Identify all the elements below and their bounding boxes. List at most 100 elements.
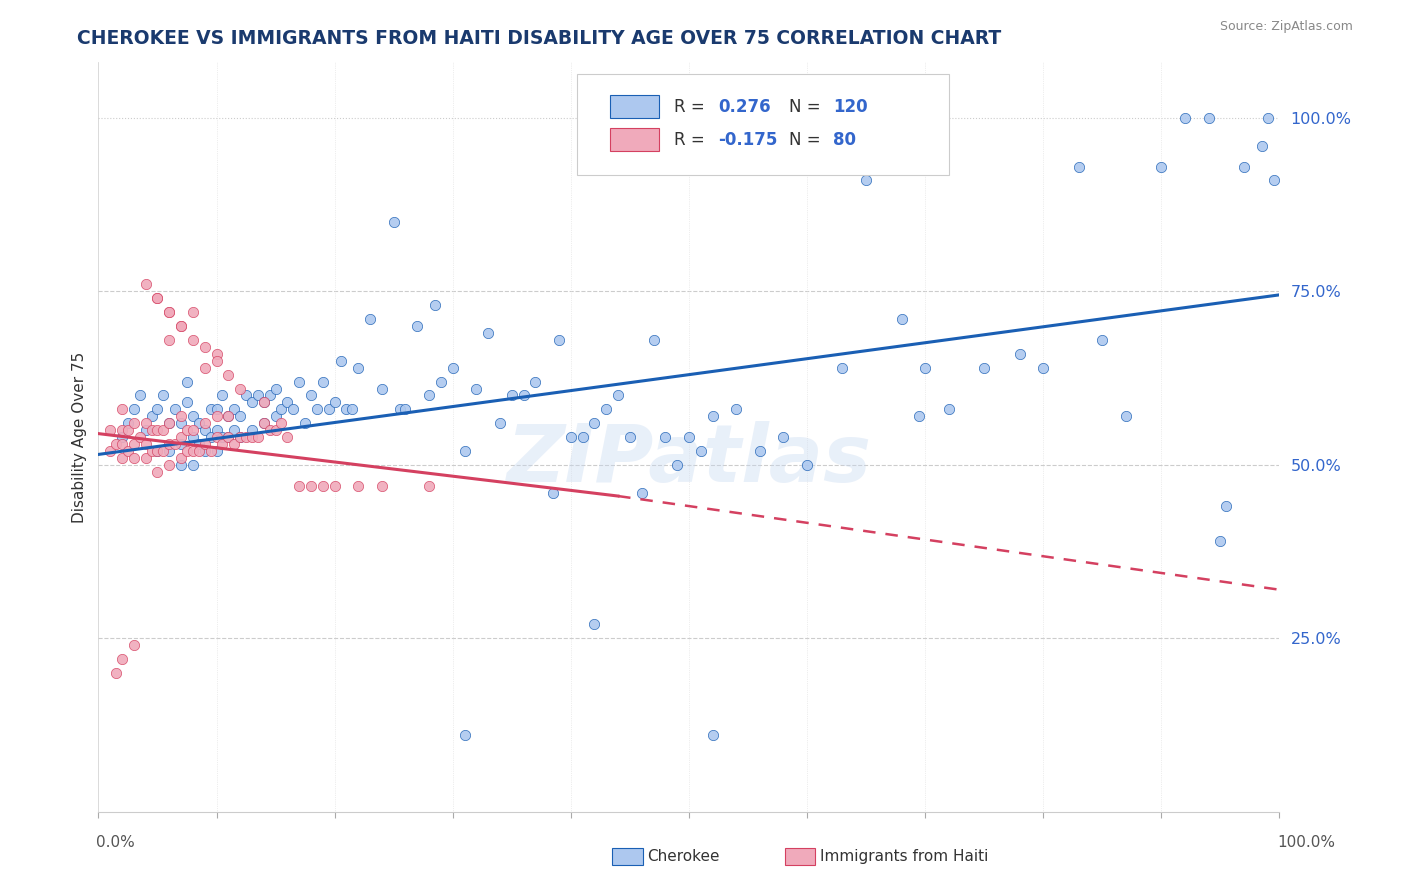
Point — [117, 444, 139, 458]
Point — [595, 402, 617, 417]
Point — [217, 409, 239, 424]
Point — [831, 360, 853, 375]
Point — [666, 458, 689, 472]
Point — [312, 478, 335, 492]
Point — [229, 430, 252, 444]
Point — [1263, 173, 1285, 187]
Point — [607, 388, 630, 402]
Point — [146, 444, 169, 458]
Point — [246, 388, 269, 402]
Point — [194, 444, 217, 458]
Point — [382, 215, 405, 229]
Point — [135, 277, 157, 292]
Point — [477, 326, 499, 340]
Point — [772, 430, 794, 444]
Point — [135, 423, 157, 437]
Point — [305, 402, 328, 417]
Point — [128, 388, 150, 402]
Point — [583, 416, 606, 430]
Point — [157, 416, 180, 430]
Point — [512, 388, 534, 402]
Point — [1032, 360, 1054, 375]
Point — [170, 319, 193, 334]
Point — [240, 395, 263, 409]
Text: Source: ZipAtlas.com: Source: ZipAtlas.com — [1219, 20, 1353, 33]
Point — [187, 444, 209, 458]
FancyBboxPatch shape — [576, 74, 949, 175]
Point — [200, 430, 222, 444]
Point — [224, 437, 246, 451]
Point — [170, 450, 193, 465]
Point — [323, 395, 346, 409]
Point — [157, 416, 180, 430]
FancyBboxPatch shape — [610, 128, 659, 151]
Point — [347, 360, 370, 375]
Point — [359, 312, 381, 326]
Point — [111, 450, 134, 465]
Point — [283, 402, 305, 417]
Point — [217, 430, 239, 444]
Point — [205, 409, 228, 424]
Point — [689, 444, 711, 458]
Point — [1091, 333, 1114, 347]
Point — [406, 319, 429, 334]
Point — [205, 402, 228, 417]
Point — [157, 305, 180, 319]
Point — [1008, 347, 1031, 361]
Point — [796, 458, 818, 472]
Point — [342, 402, 364, 417]
Point — [253, 395, 276, 409]
Point — [571, 430, 593, 444]
Text: 0.0%: 0.0% — [96, 835, 135, 849]
Point — [253, 416, 276, 430]
Point — [117, 423, 139, 437]
Text: 0.276: 0.276 — [718, 97, 770, 116]
Text: 100.0%: 100.0% — [1278, 835, 1336, 849]
Point — [181, 430, 204, 444]
Point — [170, 416, 193, 430]
Point — [122, 638, 145, 652]
Text: ZIPatlas: ZIPatlas — [506, 420, 872, 499]
Point — [146, 423, 169, 437]
Point — [270, 416, 292, 430]
Point — [152, 423, 174, 437]
Point — [1198, 111, 1220, 125]
Point — [170, 319, 193, 334]
Point — [654, 430, 676, 444]
Point — [702, 409, 724, 424]
Point — [170, 430, 193, 444]
Point — [122, 416, 145, 430]
Point — [111, 430, 134, 444]
Point — [146, 291, 169, 305]
Point — [224, 423, 246, 437]
Point — [914, 360, 936, 375]
Point — [264, 409, 287, 424]
Point — [98, 423, 121, 437]
Point — [146, 465, 169, 479]
Point — [187, 437, 209, 451]
Text: R =: R = — [673, 130, 710, 149]
Text: 120: 120 — [832, 97, 868, 116]
Point — [678, 430, 700, 444]
Point — [176, 395, 198, 409]
Point — [217, 409, 239, 424]
Point — [501, 388, 523, 402]
Point — [235, 430, 257, 444]
Point — [181, 458, 204, 472]
Point — [217, 368, 239, 382]
Point — [908, 409, 931, 424]
Point — [217, 430, 239, 444]
Point — [165, 437, 187, 451]
Point — [157, 458, 180, 472]
Point — [98, 444, 121, 458]
Point — [1067, 160, 1090, 174]
Point — [259, 388, 281, 402]
Point — [394, 402, 416, 417]
Point — [205, 430, 228, 444]
Point — [318, 402, 340, 417]
Point — [194, 423, 217, 437]
Text: R =: R = — [673, 97, 714, 116]
Point — [1150, 160, 1173, 174]
Point — [157, 437, 180, 451]
Point — [294, 416, 316, 430]
